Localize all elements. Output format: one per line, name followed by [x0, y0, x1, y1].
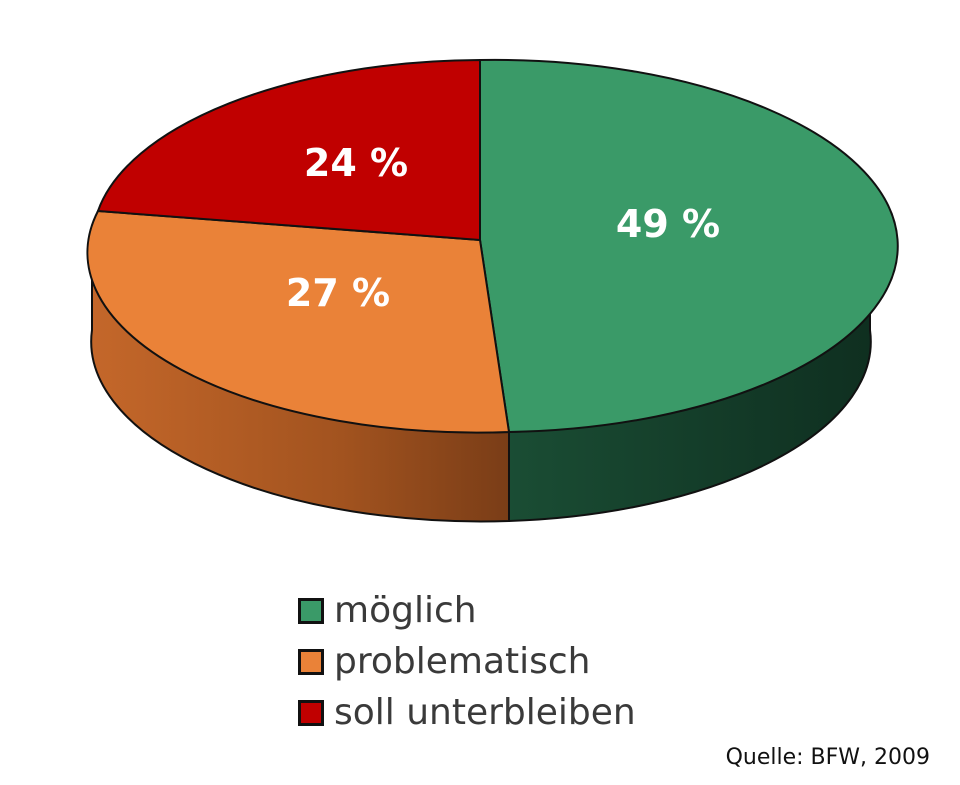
legend-label-moglich: möglich: [334, 589, 477, 631]
data-label-problematisch: 27 %: [286, 271, 390, 315]
pie-slice-soll-unterbleiben: [96, 58, 481, 242]
legend-label-problematisch: problematisch: [334, 640, 591, 682]
legend-swatch-moglich: [298, 597, 324, 624]
legend: möglich problematisch soll unterbleiben: [298, 585, 636, 738]
source-note: Quelle: BFW, 2009: [725, 745, 930, 770]
legend-item-moglich: möglich: [298, 585, 636, 636]
pie-slice-moglich: [479, 58, 899, 434]
legend-swatch-problematisch: [298, 648, 324, 675]
legend-label-soll-unterbleiben: soll unterbleiben: [334, 691, 636, 733]
legend-item-problematisch: problematisch: [298, 636, 636, 687]
pie-chart: 49 % 27 % 24 %: [86, 58, 899, 523]
pie-slice-problematisch: [86, 209, 511, 434]
legend-swatch-soll-unterbleiben: [298, 699, 324, 726]
legend-item-soll-unterbleiben: soll unterbleiben: [298, 687, 636, 738]
data-label-soll-unterbleiben: 24 %: [304, 141, 408, 185]
data-label-moglich: 49 %: [616, 202, 720, 246]
